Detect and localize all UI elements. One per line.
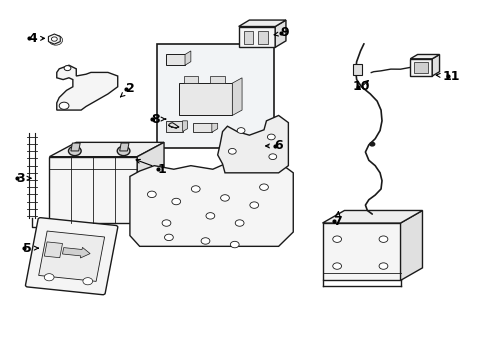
Bar [165,121,182,132]
Circle shape [249,202,258,208]
Circle shape [205,213,214,219]
Polygon shape [182,121,187,132]
Polygon shape [137,142,163,223]
Circle shape [83,278,92,285]
Bar [183,76,198,83]
Circle shape [51,37,57,41]
Circle shape [201,238,209,244]
Circle shape [228,148,236,154]
Bar [157,44,273,148]
Polygon shape [232,78,242,116]
Polygon shape [409,54,439,59]
Bar [243,31,253,44]
Polygon shape [322,211,422,223]
Polygon shape [275,20,285,47]
Polygon shape [57,65,118,110]
Polygon shape [431,54,439,76]
Bar [322,223,400,280]
Circle shape [191,186,200,192]
Polygon shape [184,51,190,65]
Text: 7: 7 [332,212,341,228]
Circle shape [268,154,276,159]
Circle shape [378,263,387,269]
Polygon shape [120,143,129,151]
Bar [39,231,104,282]
Text: 2: 2 [120,82,134,97]
Bar [409,59,431,76]
Bar [352,64,361,75]
Bar [178,83,232,116]
Circle shape [332,236,341,242]
Circle shape [64,66,71,71]
Bar [238,27,275,47]
Text: 11: 11 [435,69,460,82]
Polygon shape [217,116,288,173]
Bar [193,123,211,132]
Polygon shape [49,157,137,223]
Circle shape [164,234,173,240]
Polygon shape [48,34,60,44]
Circle shape [378,236,387,242]
Polygon shape [49,142,163,157]
Circle shape [230,241,239,248]
Circle shape [259,184,268,190]
Circle shape [369,142,374,146]
Bar [166,54,184,65]
Polygon shape [211,123,217,132]
Polygon shape [130,164,293,246]
Polygon shape [238,20,285,27]
Circle shape [68,146,81,156]
Text: 10: 10 [352,80,369,93]
Bar [44,242,62,258]
Polygon shape [71,143,80,151]
Circle shape [220,195,229,201]
Bar [258,31,267,44]
Circle shape [332,263,341,269]
Text: 4: 4 [28,32,44,45]
Circle shape [162,220,170,226]
Circle shape [59,102,69,109]
FancyBboxPatch shape [25,218,118,295]
Circle shape [49,35,62,45]
Circle shape [117,146,130,156]
Circle shape [44,274,54,281]
Circle shape [237,128,244,134]
Bar [413,62,427,73]
Text: 5: 5 [23,242,38,255]
Text: 1: 1 [136,159,165,176]
Text: 8: 8 [151,113,165,126]
Text: 3: 3 [16,172,31,185]
Text: 9: 9 [274,27,288,40]
Circle shape [147,191,156,198]
Circle shape [235,220,244,226]
Circle shape [267,134,275,140]
Text: 6: 6 [265,139,283,152]
Circle shape [171,198,180,205]
Bar [210,76,224,83]
FancyArrow shape [62,247,90,258]
Polygon shape [400,211,422,280]
